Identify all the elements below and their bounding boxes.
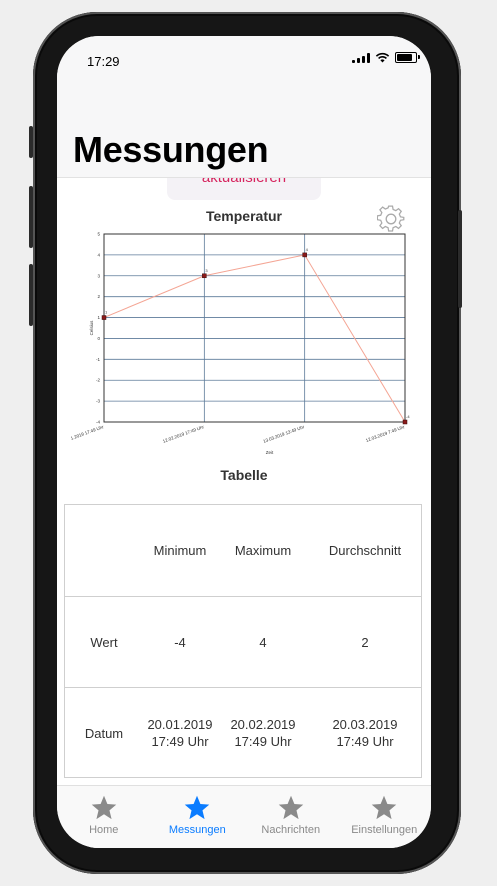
y-tick-label: -3 xyxy=(96,399,100,404)
table-row: Wert -4 4 2 xyxy=(65,597,421,688)
y-tick-label: 1 xyxy=(97,315,100,320)
star-icon xyxy=(91,795,116,820)
table-header-cell: Maximum xyxy=(234,543,292,558)
tab-label: Nachrichten xyxy=(261,824,321,836)
data-label: 1 xyxy=(105,310,108,315)
x-tick-label: 12.02.2019 17:49 Uhr xyxy=(162,424,205,444)
table-row: Datum 20.01.2019 17:49 Uhr 20.02.2019 17… xyxy=(65,688,421,778)
x-tick-label: 13.03.2019 13:49 Uhr xyxy=(262,424,305,444)
date-text: 20.02.2019 xyxy=(230,717,296,732)
temperature-line-chart: -4 -3 -2 -1 0 1 2 3 4 5 20.01.2019 17:49 Uhr 12.02.… xyxy=(71,232,410,456)
table-cell: 2 xyxy=(361,634,369,650)
tab-bar: Home Messungen Nachrichten Einstellungen xyxy=(57,785,431,848)
table-header-cell: Minimum xyxy=(153,543,207,558)
x-axis-label: Zeit xyxy=(266,450,274,455)
y-tick-label: -1 xyxy=(96,357,100,362)
data-label: -4 xyxy=(406,414,410,419)
status-time: 17:29 xyxy=(87,54,120,69)
y-tick-label: 5 xyxy=(97,232,100,237)
data-point xyxy=(101,315,107,320)
table-cell: 20.03.2019 17:49 Uhr xyxy=(309,716,421,750)
y-tick-label: -4 xyxy=(96,420,100,425)
y-tick-label: 4 xyxy=(97,252,100,257)
table-cell: 20.02.2019 17:49 Uhr xyxy=(217,716,309,750)
power-button xyxy=(458,210,462,308)
time-text: 17:49 Uhr xyxy=(336,734,394,749)
data-label: 3 xyxy=(205,268,208,273)
tab-label: Einstellungen xyxy=(351,824,418,836)
data-point xyxy=(202,273,207,279)
y-tick-label: 3 xyxy=(97,273,100,278)
y-tick-label: 2 xyxy=(97,294,100,299)
x-tick-label: 12.03.2019 7:49 Uhr xyxy=(365,424,406,443)
wifi-icon xyxy=(375,52,390,63)
date-text: 20.03.2019 xyxy=(332,717,398,732)
volume-up-button xyxy=(29,186,33,248)
page-title: Messungen xyxy=(73,129,269,170)
table-title: Tabelle xyxy=(220,467,268,483)
gear-icon[interactable] xyxy=(377,205,405,233)
data-point xyxy=(302,252,307,258)
chart-title: Temperatur xyxy=(206,208,282,224)
mute-switch xyxy=(29,126,33,158)
star-icon xyxy=(185,795,210,820)
series-line xyxy=(103,254,406,423)
data-label: 4 xyxy=(306,247,309,252)
table-header-row: Minimum Maximum Durchschnitt xyxy=(65,505,421,597)
star-icon xyxy=(278,795,303,820)
status-icons xyxy=(352,52,420,63)
cellular-signal-icon xyxy=(352,52,370,63)
table-cell: 20.01.2019 17:49 Uhr xyxy=(143,716,217,750)
table-cell: 4 xyxy=(259,634,267,650)
statistics-table: Minimum Maximum Durchschnitt Wert -4 4 2… xyxy=(64,504,422,778)
date-text: 20.01.2019 xyxy=(147,717,213,732)
time-text: 17:49 Uhr xyxy=(151,734,209,749)
star-icon xyxy=(372,795,397,820)
row-label: Datum xyxy=(84,725,124,741)
navigation-header: 17:29 Messungen xyxy=(57,36,431,178)
y-tick-label: -2 xyxy=(96,378,100,383)
app-screen: 17:29 Messungen aktualisieren Temperatur… xyxy=(57,36,431,848)
table-header-cell: Durchschnitt xyxy=(328,543,402,558)
volume-down-button xyxy=(29,264,33,326)
plot-border xyxy=(103,233,406,423)
x-tick-label: 20.01.2019 17:49 Uhr xyxy=(71,424,105,444)
y-tick-label: 0 xyxy=(97,336,100,341)
tab-nachrichten[interactable]: Nachrichten xyxy=(244,786,338,848)
y-axis-label: Celsius xyxy=(89,320,94,336)
tab-label: Home xyxy=(89,824,119,836)
tab-einstellungen[interactable]: Einstellungen xyxy=(338,786,432,848)
tab-home[interactable]: Home xyxy=(57,786,151,848)
battery-icon xyxy=(395,52,420,63)
data-point xyxy=(402,419,408,425)
tab-messungen[interactable]: Messungen xyxy=(151,786,245,848)
tab-label: Messungen xyxy=(168,824,226,836)
time-text: 17:49 Uhr xyxy=(234,734,292,749)
row-label: Wert xyxy=(90,634,118,650)
plot-area xyxy=(104,234,405,422)
table-cell: -4 xyxy=(174,634,186,650)
